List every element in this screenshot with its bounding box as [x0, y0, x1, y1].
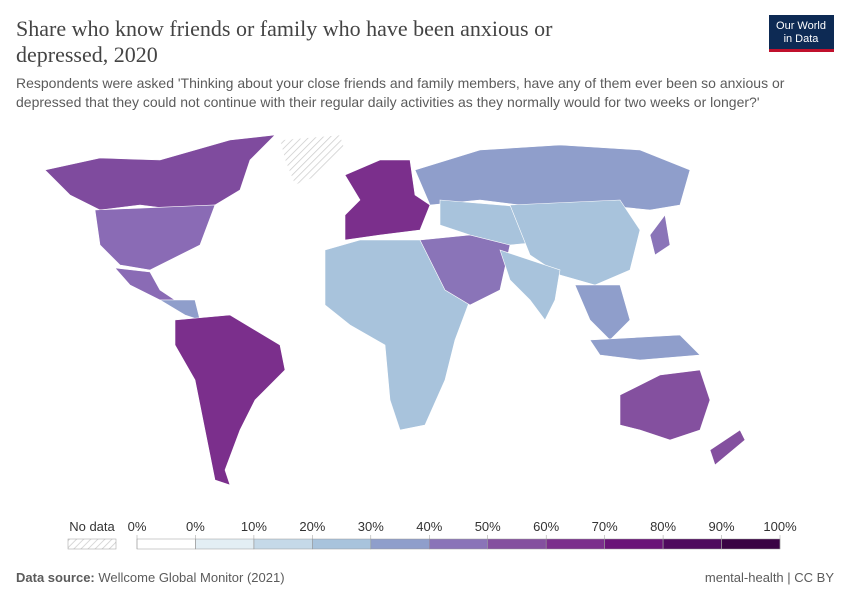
- region: [174, 314, 286, 486]
- legend-bin: [195, 538, 255, 550]
- footer: mental-health | CC BY: [705, 570, 834, 585]
- logo: Our World in Data: [769, 15, 834, 52]
- no-data-swatch: [67, 538, 117, 550]
- region: [94, 204, 216, 271]
- legend-tick-label: 10%: [241, 519, 267, 534]
- logo-text: in Data: [784, 33, 820, 45]
- legend-tick-label: 90%: [709, 519, 735, 534]
- legend-bin: [721, 538, 781, 550]
- logo-text: Our World: [776, 20, 826, 32]
- legend-bin: [662, 538, 722, 550]
- source-name: Wellcome Global Monitor (2021): [98, 570, 284, 585]
- legend-bin: [487, 538, 547, 550]
- legend-tick-label: 20%: [299, 519, 325, 534]
- legend-tick-label: 30%: [358, 519, 384, 534]
- legend-bin: [545, 538, 605, 550]
- region: [344, 159, 431, 241]
- title-line: Share who know friends or family who hav…: [16, 16, 553, 41]
- region: [158, 299, 201, 321]
- legend-bin: [253, 538, 313, 550]
- legend-bin: [370, 538, 430, 550]
- legend: No data 0% 0% 10% 20% 30% 40% 50% 60% 70% 80% 90% 1…: [67, 519, 797, 550]
- region: [619, 369, 711, 441]
- region: [114, 267, 176, 301]
- region: [509, 199, 641, 286]
- logo-box: [769, 15, 834, 52]
- region: [709, 429, 746, 466]
- legend-tick-label: 50%: [475, 519, 501, 534]
- region: [414, 144, 691, 216]
- region: [589, 334, 701, 361]
- region: [499, 249, 561, 321]
- legend-tick-label: 60%: [533, 519, 559, 534]
- legend-tick-label: 0%: [186, 519, 205, 534]
- legend-tick-label: 80%: [650, 519, 676, 534]
- region: [649, 214, 671, 256]
- legend-tick-label: 100%: [763, 519, 797, 534]
- map: [44, 134, 746, 486]
- region: [279, 134, 346, 186]
- region: [44, 134, 276, 211]
- subtitle-line: depressed that they could not continue w…: [16, 94, 760, 110]
- legend-tick-label: 70%: [592, 519, 618, 534]
- no-data-label: No data: [69, 519, 115, 534]
- legend-tick-label: 0%: [128, 519, 147, 534]
- legend-tick-label: 40%: [416, 519, 442, 534]
- legend-bin: [604, 538, 664, 550]
- source: Data source: Wellcome Global Monitor (20…: [16, 570, 285, 585]
- legend-bin: [312, 538, 372, 550]
- source-label: Data source:: [16, 570, 95, 585]
- region: [574, 284, 631, 341]
- subtitle-line: Respondents were asked 'Thinking about y…: [16, 75, 785, 91]
- legend-bin: [429, 538, 488, 550]
- logo-bar: [769, 49, 834, 52]
- legend-bin: [136, 538, 196, 550]
- title-line: depressed, 2020: [16, 42, 158, 67]
